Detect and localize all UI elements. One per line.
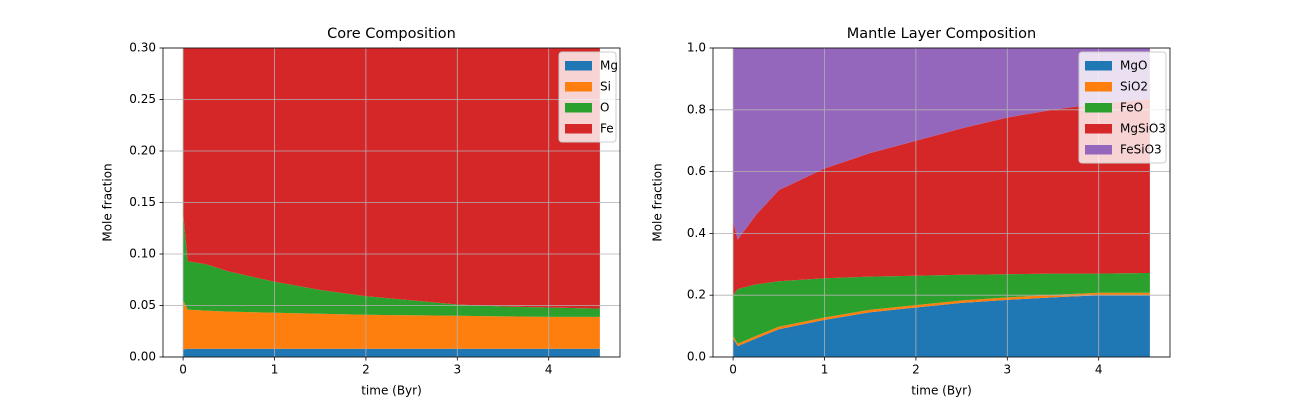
x-tick-label: 3 <box>1003 363 1011 377</box>
y-tick-label: 0.2 <box>687 288 706 302</box>
plot-area <box>183 48 600 357</box>
legend-swatch <box>1085 61 1112 71</box>
y-tick-label: 0.10 <box>129 247 156 261</box>
x-tick-label: 4 <box>545 363 553 377</box>
chart: 0 1 2 3 4 0.0 0.2 0.4 0.6 0.8 1.0 Mantle Layer Comp… <box>651 26 1171 398</box>
y-tick-label: 0.00 <box>129 350 156 364</box>
y-tick-label: 0.20 <box>129 144 156 158</box>
area <box>733 48 1150 240</box>
legend-swatch <box>1085 103 1112 113</box>
area <box>733 98 1150 296</box>
y-tick-label: 0.25 <box>129 92 156 106</box>
legend-swatch <box>565 61 592 71</box>
x-axis-label: time (Byr) <box>361 384 422 398</box>
x-tick-label: 3 <box>453 363 461 377</box>
legend-label: FeSiO3 <box>1120 143 1162 157</box>
x-tick-label: 0 <box>729 363 737 377</box>
x-tick-label: 1 <box>271 363 279 377</box>
y-tick-label: 0.8 <box>687 102 706 116</box>
legend-swatch <box>565 82 592 92</box>
area <box>183 300 600 350</box>
legend: Mg Si O Fe <box>558 51 618 143</box>
x-tick-label: 2 <box>912 363 920 377</box>
legend-label: Mg <box>600 59 618 73</box>
y-tick-label: 0.4 <box>687 226 706 240</box>
x-tick-label: 2 <box>362 363 370 377</box>
area <box>733 295 1150 357</box>
y-tick-label: 0.0 <box>687 350 706 364</box>
legend-swatch <box>565 103 592 113</box>
legend-box <box>558 51 617 143</box>
x-tick-label: 4 <box>1095 363 1103 377</box>
y-tick-label: 0.6 <box>687 164 706 178</box>
x-tick-label: 0 <box>179 363 187 377</box>
chart-title: Core Composition <box>327 26 456 42</box>
y-axis-label: Mole fraction <box>101 163 115 241</box>
y-tick-label: 0.05 <box>129 298 156 312</box>
area <box>733 292 1150 347</box>
y-axis-label: Mole fraction <box>651 163 665 241</box>
legend-label: MgO <box>1120 59 1147 73</box>
chart-title: Mantle Layer Composition <box>847 26 1036 42</box>
area <box>733 272 1150 344</box>
x-axis-label: time (Byr) <box>911 384 972 398</box>
legend-label: MgSiO3 <box>1120 122 1166 136</box>
area <box>183 48 600 309</box>
axes-frame <box>712 47 1171 358</box>
legend-swatch <box>1085 124 1112 134</box>
x-tick-label: 1 <box>821 363 829 377</box>
legend-swatch <box>1085 82 1112 92</box>
legend-swatch <box>1085 145 1112 155</box>
area <box>183 348 600 357</box>
legend-label: Fe <box>600 122 614 136</box>
y-tick-label: 1.0 <box>687 41 706 55</box>
y-tick-label: 0.30 <box>129 41 156 55</box>
legend: MgO SiO2 FeO MgSiO3 FeSiO3 <box>1078 51 1167 164</box>
area <box>183 212 600 317</box>
chart: 0 1 2 3 4 0.00 0.05 0.10 0.15 0.20 0.25 0.30 Core Co… <box>101 26 621 398</box>
legend-label: SiO2 <box>1120 80 1148 94</box>
plot-area <box>733 48 1150 357</box>
legend-label: O <box>600 101 609 115</box>
legend-box <box>1078 51 1167 164</box>
y-tick-label: 0.15 <box>129 195 156 209</box>
legend-swatch <box>565 124 592 134</box>
legend-label: Si <box>600 80 611 94</box>
legend-label: FeO <box>1120 101 1143 115</box>
